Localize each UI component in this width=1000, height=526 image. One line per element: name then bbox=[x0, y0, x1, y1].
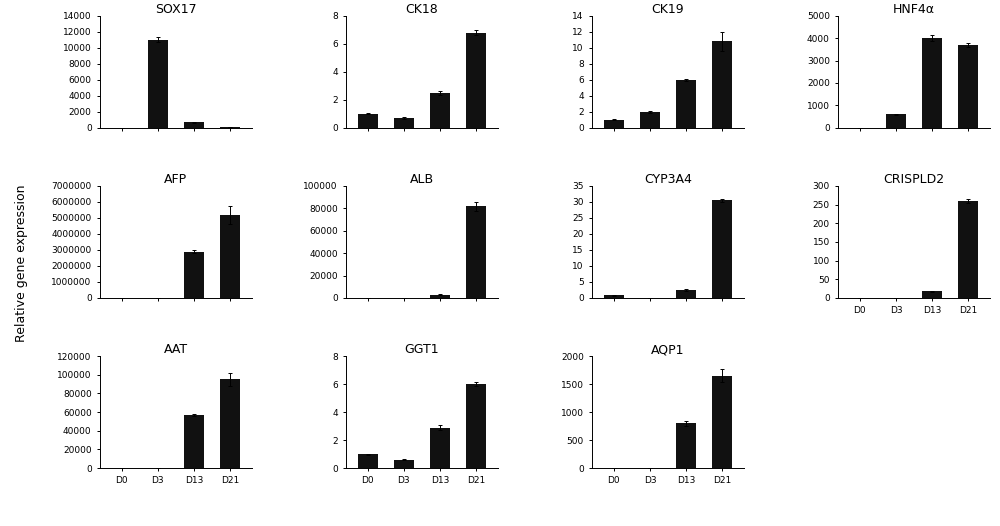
Bar bbox=[886, 114, 906, 128]
Title: CRISPLD2: CRISPLD2 bbox=[883, 173, 945, 186]
Title: CK18: CK18 bbox=[406, 3, 438, 16]
Title: HNF4α: HNF4α bbox=[893, 3, 935, 16]
Title: AFP: AFP bbox=[164, 173, 188, 186]
Title: ALB: ALB bbox=[410, 173, 434, 186]
Bar bbox=[676, 290, 696, 298]
Title: CK19: CK19 bbox=[652, 3, 684, 16]
Bar bbox=[712, 200, 732, 298]
Bar bbox=[958, 201, 978, 298]
Bar bbox=[922, 38, 942, 128]
Title: AAT: AAT bbox=[164, 343, 188, 356]
Title: GGT1: GGT1 bbox=[405, 343, 439, 356]
Bar bbox=[358, 114, 378, 128]
Bar bbox=[604, 120, 624, 128]
Bar bbox=[184, 251, 204, 298]
Bar bbox=[958, 45, 978, 128]
Bar bbox=[358, 454, 378, 468]
Bar bbox=[676, 80, 696, 128]
Text: Relative gene expression: Relative gene expression bbox=[15, 184, 29, 342]
Bar bbox=[430, 295, 450, 298]
Bar bbox=[394, 460, 414, 468]
Bar bbox=[184, 415, 204, 468]
Bar bbox=[466, 33, 486, 128]
Bar bbox=[922, 291, 942, 298]
Bar bbox=[430, 428, 450, 468]
Bar bbox=[394, 118, 414, 128]
Bar bbox=[604, 296, 624, 298]
Bar bbox=[466, 384, 486, 468]
Bar bbox=[148, 40, 168, 128]
Bar bbox=[220, 379, 240, 468]
Bar bbox=[676, 423, 696, 468]
Bar bbox=[184, 122, 204, 128]
Bar bbox=[712, 42, 732, 128]
Bar bbox=[220, 215, 240, 298]
Title: CYP3A4: CYP3A4 bbox=[644, 173, 692, 186]
Bar bbox=[220, 127, 240, 128]
Bar bbox=[640, 112, 660, 128]
Bar bbox=[430, 93, 450, 128]
Bar bbox=[466, 206, 486, 298]
Title: AQP1: AQP1 bbox=[651, 343, 685, 356]
Bar bbox=[712, 376, 732, 468]
Title: SOX17: SOX17 bbox=[155, 3, 197, 16]
